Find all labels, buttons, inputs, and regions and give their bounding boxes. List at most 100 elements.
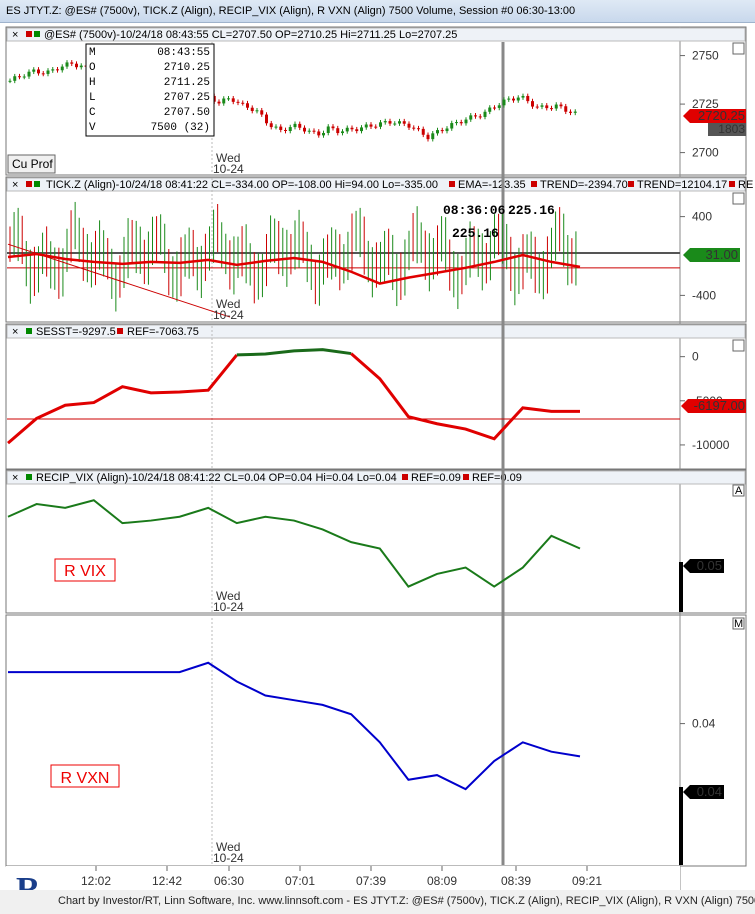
- es-candle-body: [260, 110, 264, 115]
- sesst-header-b: REF=-7063.75: [127, 326, 199, 338]
- es-candle-body: [545, 105, 549, 109]
- tick-minimize-button[interactable]: [732, 192, 745, 205]
- es-candle-body: [56, 69, 59, 71]
- vix-line: [7, 499, 581, 588]
- vix-scale-button[interactable]: [732, 484, 745, 497]
- es-candle-body: [246, 103, 249, 108]
- es-candle-body: [369, 124, 373, 127]
- es-y-axis: 2700 2725 2750: [680, 49, 719, 160]
- es-candle-body: [41, 73, 45, 75]
- sesst-value-tag: -6197.00: [681, 398, 746, 413]
- vix-scale-letter: A: [735, 485, 743, 497]
- vxn-scale-button[interactable]: [732, 617, 745, 630]
- tick-date-label: 10-24: [213, 308, 244, 322]
- es-candle-body: [60, 66, 64, 71]
- es-candle-body: [459, 122, 463, 124]
- es-candle-body: [559, 104, 563, 107]
- es-candle-body: [393, 123, 397, 125]
- es-candle-body: [497, 105, 501, 108]
- ohlc-key-M: M: [89, 47, 96, 59]
- tick-header-cut: RE: [738, 179, 753, 191]
- svg-text:×: ×: [12, 472, 18, 484]
- tick-header: × TICK.Z (Align)-10/24/18 08:41:22 CL=-3…: [6, 177, 753, 192]
- es-candle-body: [46, 70, 50, 74]
- es-candle-body: [554, 104, 558, 109]
- es-candle-body: [569, 111, 572, 113]
- sesst-pane[interactable]: [5, 323, 747, 470]
- es-candle-body: [341, 131, 344, 134]
- es-candle-body: [507, 98, 511, 100]
- es-tick-label: 2750: [692, 49, 719, 63]
- es-minimize-button[interactable]: [732, 42, 745, 55]
- vix-label-box: R VIX: [54, 558, 116, 582]
- es-candle-body: [37, 69, 40, 74]
- vxn-y-axis: 0.04: [680, 717, 716, 731]
- es-candle-body: [474, 115, 477, 117]
- es-candle-body: [312, 130, 316, 132]
- es-candle-body: [445, 128, 449, 132]
- vix-header: × RECIP_VIX (Align)-10/24/18 08:41:22 CL…: [6, 470, 746, 485]
- es-candle-body: [407, 123, 411, 128]
- ohlc-value-H: 2711.25: [164, 77, 210, 89]
- es-candle-body: [379, 122, 382, 127]
- es-candle-body: [32, 69, 36, 72]
- es-candle-body: [478, 116, 482, 118]
- tick-header-ema: EMA=-123.35: [458, 179, 526, 191]
- es-candle-body: [469, 115, 473, 120]
- cu-prof-button[interactable]: Cu Prof: [7, 154, 56, 174]
- es-candle-body: [526, 95, 530, 102]
- es-candle-body: [322, 132, 325, 136]
- es-candle-body: [288, 127, 292, 131]
- es-candle-body: [51, 69, 55, 71]
- vxn-value-tag: 0.04: [679, 784, 724, 865]
- es-candle-body: [374, 126, 378, 128]
- ohlc-key-V: V: [89, 122, 96, 134]
- time-tick-label: 08:09: [427, 874, 457, 888]
- es-candle-body: [488, 107, 492, 112]
- sesst-value: -6197.00: [694, 398, 745, 413]
- es-candle-body: [331, 126, 335, 129]
- es-candle-body: [307, 130, 311, 132]
- es-candle-body: [573, 111, 577, 113]
- svg-text:×: ×: [12, 29, 18, 41]
- es-candle-body: [535, 106, 539, 108]
- vix-header-ref2: REF=0.09: [472, 472, 522, 484]
- es-candle-body: [350, 127, 354, 130]
- vxn-pane[interactable]: [5, 614, 747, 867]
- ohlc-key-L: L: [89, 92, 96, 104]
- sesst-line: [7, 348, 680, 445]
- sesst-minimize-button[interactable]: [732, 339, 745, 352]
- es-candle-body: [402, 121, 406, 124]
- tick-header-main: TICK.Z (Align)-10/24/18 08:41:22 CL=-334…: [46, 179, 438, 191]
- es-candle-body: [450, 123, 454, 129]
- ohlc-value-C: 2707.50: [164, 107, 210, 119]
- es-tick-label: 2700: [692, 146, 719, 160]
- vix-label: R VIX: [64, 563, 106, 580]
- vix-day-label: Wed: [216, 589, 240, 603]
- es-candle-body: [317, 131, 321, 136]
- es-candle-body: [284, 129, 287, 131]
- vix-date-label: 10-24: [213, 600, 244, 614]
- es-candle-body: [250, 107, 254, 112]
- es-candle-body: [540, 105, 544, 107]
- tick-annotation-time: 08:36:06: [443, 203, 506, 218]
- chart-area[interactable]: × @ES# (7500v)-10/24/18 08:43:55 CL=2707…: [0, 22, 755, 914]
- ohlc-value-L: 2707.25: [164, 92, 210, 104]
- es-candle-body: [564, 106, 568, 112]
- vxn-date-label: 10-24: [213, 851, 244, 865]
- vix-pane[interactable]: [5, 469, 747, 614]
- es-candle-body: [364, 124, 368, 128]
- ohlc-key-O: O: [89, 62, 96, 74]
- tick-annotation-value1: 225.16: [508, 203, 555, 218]
- es-candle-body: [75, 63, 78, 68]
- es-ohlc-box: M 08:43:55 O 2710.25 H 2711.25 L 2707.25 C 2707.5…: [85, 43, 215, 137]
- es-candle-body: [18, 76, 21, 78]
- es-candle-body: [13, 76, 17, 81]
- es-candle-body: [65, 62, 69, 67]
- es-candle-body: [336, 128, 340, 134]
- vxn-tick-label: 0.04: [692, 717, 716, 731]
- tick-header-trend2: TREND=12104.17: [637, 179, 727, 191]
- vix-header-main: RECIP_VIX (Align)-10/24/18 08:41:22 CL=0…: [36, 472, 397, 484]
- es-candle-body: [22, 76, 26, 78]
- es-candle-body: [265, 114, 268, 124]
